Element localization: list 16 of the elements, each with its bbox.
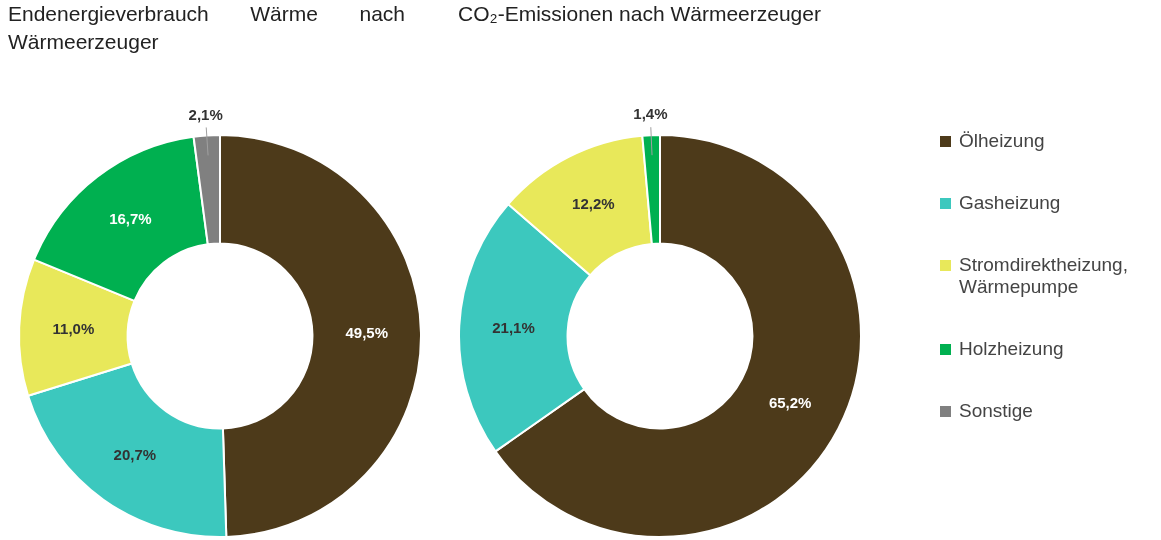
data-label: 11,0% (52, 319, 95, 337)
chart-title: Endenergieverbrauch Wärme nach Wärmeerzeuger (7, 1, 405, 55)
legend-label: Gasheizung (959, 192, 1062, 214)
legend-label: Holzheizung (959, 338, 1065, 360)
data-label: 49,5% (345, 323, 388, 341)
data-label: 16,7% (109, 209, 152, 227)
legend-label: Ölheizung (959, 130, 1046, 152)
legend-label: Stromdirektheizung, Wärmepumpe (959, 254, 1129, 298)
data-label: 21,1% (492, 318, 535, 336)
data-label: 12,2% (572, 195, 615, 213)
data-label: 20,7% (113, 445, 157, 463)
data-label: 65,2% (768, 393, 812, 411)
data-label: 1,4% (633, 105, 668, 123)
legend-label: Sonstige (959, 400, 1034, 422)
chart-title: CO₂-Emissionen nach Wärmeerzeuger (457, 1, 822, 27)
data-label: 2,1% (188, 105, 223, 123)
